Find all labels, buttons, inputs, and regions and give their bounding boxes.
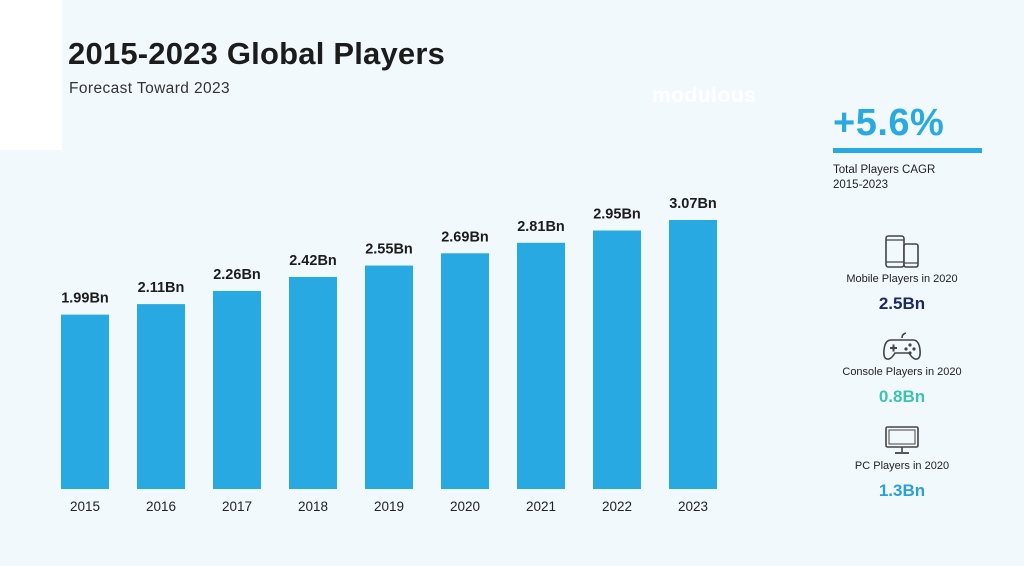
bar-value-label-2019: 2.55Bn (365, 242, 413, 258)
bar-2020 (441, 253, 489, 489)
smartphones-icon (885, 235, 919, 268)
bar-chart: 1.99Bn 2015 2.11Bn 2016 2.26Bn 2017 2.42Bn 2018… (61, 196, 717, 514)
bar-2019 (365, 265, 413, 489)
bar-value-label-2023: 3.07Bn (669, 196, 717, 212)
x-tick-label-2022: 2022 (602, 499, 632, 514)
bar-value-label-2018: 2.42Bn (289, 253, 337, 269)
x-tick-label-2018: 2018 (298, 499, 328, 514)
bar-value-label-2017: 2.26Bn (213, 267, 261, 283)
mobile-players-stat: Mobile Players in 2020 2.5Bn (822, 235, 982, 314)
mobile-players-value: 2.5Bn (878, 294, 926, 313)
page-title: 2015-2023 Global Players (68, 36, 446, 71)
cagr-label: Total Players CAGR 2015-2023 (833, 163, 993, 193)
console-players-stat: Console Players in 2020 0.8Bn (822, 330, 982, 407)
page-subtitle: Forecast Toward 2023 (69, 80, 231, 97)
pc-players-stat: PC Players in 2020 1.3Bn (822, 425, 982, 501)
bar-2021 (517, 242, 565, 489)
bar-value-label-2020: 2.69Bn (441, 229, 489, 245)
watermark-logo: modulous (652, 84, 757, 107)
white-patch (0, 0, 62, 150)
bar-value-label-2015: 1.99Bn (61, 291, 109, 307)
x-tick-label-2016: 2016 (146, 499, 176, 514)
cagr-label-line1: Total Players CAGR (833, 164, 936, 176)
bar-2016 (137, 304, 185, 489)
mobile-players-label: Mobile Players in 2020 (846, 273, 958, 285)
bar-value-label-2016: 2.11Bn (138, 280, 185, 296)
gamepad-icon (883, 332, 921, 360)
cagr-underline (833, 148, 982, 153)
pc-players-value: 1.3Bn (878, 481, 926, 500)
bar-2015 (61, 314, 109, 489)
console-players-label: Console Players in 2020 (842, 366, 962, 378)
bar-2023 (669, 220, 717, 489)
bar-value-label-2021: 2.81Bn (517, 219, 565, 235)
monitor-icon (885, 426, 919, 454)
bar-2018 (289, 276, 337, 489)
bar-2022 (593, 230, 641, 490)
x-tick-label-2017: 2017 (222, 499, 252, 514)
pc-players-label: PC Players in 2020 (854, 460, 950, 472)
x-tick-label-2023: 2023 (678, 499, 708, 514)
console-players-value: 0.8Bn (878, 387, 926, 406)
bar-value-label-2022: 2.95Bn (593, 207, 641, 223)
bar-2017 (213, 290, 261, 489)
x-tick-label-2020: 2020 (450, 499, 480, 514)
cagr-label-line2: 2015-2023 (833, 179, 888, 191)
x-tick-label-2019: 2019 (374, 499, 404, 514)
x-tick-label-2015: 2015 (70, 499, 100, 514)
cagr-value: +5.6% (833, 102, 945, 144)
x-tick-label-2021: 2021 (526, 499, 556, 514)
